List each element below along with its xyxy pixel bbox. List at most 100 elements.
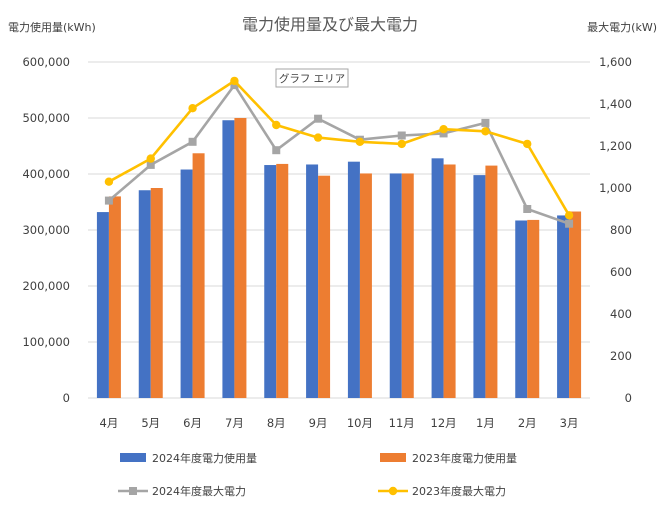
bar-2023-10 xyxy=(527,219,540,398)
marker-2024-11 xyxy=(565,219,574,228)
left-tick-label: 300,000 xyxy=(22,223,70,237)
bar-2024-7 xyxy=(389,173,402,398)
marker-2023-9 xyxy=(481,127,490,136)
bar-2024-9 xyxy=(473,175,486,398)
bar-2023-11 xyxy=(569,211,582,398)
bar-2023-6 xyxy=(359,173,372,398)
marker-2024-7 xyxy=(397,131,406,140)
legend-swatch-1 xyxy=(380,453,406,462)
legend-label-3: 2023年度最大電力 xyxy=(412,484,506,498)
right-axis-title: 最大電力(kW) xyxy=(587,20,657,34)
marker-2023-11 xyxy=(564,211,574,220)
bar-2023-7 xyxy=(401,173,414,398)
legend-item-1: 2023年度電力使用量 xyxy=(380,451,517,465)
right-tick-label: 1,200 xyxy=(599,139,632,153)
bar-2024-2 xyxy=(180,169,193,398)
marker-2023-2 xyxy=(188,104,197,113)
marker-2023-7 xyxy=(397,139,406,149)
marker-2024-0 xyxy=(104,196,113,205)
legend-item-2: 2024年度最大電力 xyxy=(118,484,246,498)
bar-2024-8 xyxy=(431,158,444,398)
bar-2024-4 xyxy=(264,165,277,398)
line-2024-max-power xyxy=(108,83,570,225)
x-tick-label: 5月 xyxy=(141,416,160,430)
x-tick-label: 12月 xyxy=(431,416,457,430)
x-tick-label: 6月 xyxy=(183,416,202,430)
right-tick-label: 200 xyxy=(610,349,632,363)
left-axis-title: 電力使用量(kWh) xyxy=(8,21,96,34)
x-tick-label: 2月 xyxy=(518,416,537,430)
legend-label-1: 2023年度電力使用量 xyxy=(412,451,517,465)
x-axis-ticks: 4月 5月 6月 7月 8月 9月 10月 11月 12月 1月 2月 3月 xyxy=(100,416,579,430)
marker-2023-5 xyxy=(313,133,323,142)
bar-2023-0 xyxy=(108,196,121,398)
marker-2023-8 xyxy=(439,125,448,134)
bar-2024-10 xyxy=(515,220,528,398)
left-tick-label: 200,000 xyxy=(22,279,70,293)
legend: 2024年度電力使用量 2023年度電力使用量 2024年度最大電力 2023年度最大… xyxy=(118,451,517,498)
x-tick-label: 1月 xyxy=(476,416,495,430)
x-tick-label: 11月 xyxy=(389,416,415,430)
bar-2023-3 xyxy=(234,118,247,398)
bar-2024-0 xyxy=(96,212,109,398)
legend-marker-3 xyxy=(388,486,398,496)
legend-label-2: 2024年度最大電力 xyxy=(152,484,246,498)
marker-2024-1 xyxy=(146,160,155,169)
bar-2023-2 xyxy=(192,153,205,398)
x-tick-label: 9月 xyxy=(309,416,328,430)
bar-2024-3 xyxy=(222,120,235,399)
legend-item-0: 2024年度電力使用量 xyxy=(120,451,257,465)
marker-2023-1 xyxy=(146,154,155,163)
chart-title: 電力使用量及び最大電力 xyxy=(242,15,418,34)
bar-2024-1 xyxy=(138,190,151,398)
marker-2024-4 xyxy=(272,146,281,155)
legend-label-0: 2024年度電力使用量 xyxy=(152,451,257,465)
marker-2024-5 xyxy=(314,114,323,123)
right-tick-label: 1,400 xyxy=(599,97,632,111)
right-tick-label: 0 xyxy=(625,391,632,405)
left-tick-label: 500,000 xyxy=(22,111,70,125)
bar-2024-11 xyxy=(557,215,570,398)
x-tick-label: 10月 xyxy=(347,416,373,430)
marker-2024-10 xyxy=(523,205,532,213)
right-tick-label: 800 xyxy=(610,223,632,237)
bar-2024-6 xyxy=(347,161,360,398)
bar-2023-1 xyxy=(150,188,163,398)
marker-2024-9 xyxy=(481,118,490,127)
tooltip-text: グラフ エリア xyxy=(279,72,345,85)
x-tick-label: 8月 xyxy=(267,416,286,430)
x-tick-label: 4月 xyxy=(100,416,119,430)
bar-2023-4 xyxy=(276,163,289,398)
right-tick-label: 1,000 xyxy=(599,181,632,195)
marker-2023-4 xyxy=(272,120,281,130)
chart-area-tooltip: グラフ エリア xyxy=(275,68,349,88)
left-tick-label: 600,000 xyxy=(22,55,70,69)
marker-2023-3 xyxy=(230,76,239,86)
x-tick-label: 3月 xyxy=(560,416,579,430)
right-tick-label: 1,600 xyxy=(599,55,632,69)
right-tick-label: 400 xyxy=(610,307,632,321)
marker-2023-6 xyxy=(355,137,365,146)
marker-2023-0 xyxy=(104,177,114,186)
bar-2024-5 xyxy=(306,164,319,398)
left-axis-ticks: 0 100,000 200,000 300,000 400,000 500,000 600,… xyxy=(22,55,70,405)
line-2023-max-power xyxy=(108,79,571,216)
left-tick-label: 0 xyxy=(63,391,70,405)
right-axis-ticks: 0 200 400 600 800 1,000 1,200 1,400 1,600 xyxy=(599,55,632,405)
bar-series xyxy=(96,118,582,399)
left-tick-label: 400,000 xyxy=(22,167,70,181)
left-tick-label: 100,000 xyxy=(22,335,70,349)
bar-2023-9 xyxy=(485,165,498,398)
right-tick-label: 600 xyxy=(610,265,632,279)
legend-item-3: 2023年度最大電力 xyxy=(378,484,506,498)
marker-2024-2 xyxy=(188,137,197,146)
line-series xyxy=(104,76,574,228)
marker-2023-10 xyxy=(523,139,532,149)
bar-2023-8 xyxy=(443,164,456,398)
bar-2023-5 xyxy=(318,175,331,398)
gridlines xyxy=(88,61,590,399)
legend-marker-2 xyxy=(129,487,137,495)
legend-swatch-0 xyxy=(120,453,146,462)
x-tick-label: 7月 xyxy=(225,416,244,430)
